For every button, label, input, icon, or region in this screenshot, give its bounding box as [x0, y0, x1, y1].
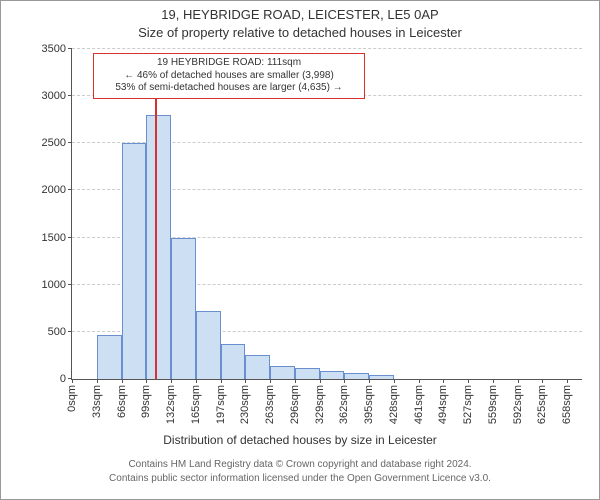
bar — [369, 375, 394, 379]
x-tick-label: 592sqm — [512, 385, 524, 424]
x-tick-label: 165sqm — [190, 385, 202, 424]
title-secondary: Size of property relative to detached ho… — [1, 25, 599, 40]
x-tick-mark — [146, 379, 147, 383]
bar — [97, 335, 122, 379]
x-tick-mark — [493, 379, 494, 383]
x-tick-label: 99sqm — [140, 385, 152, 418]
x-tick-mark — [369, 379, 370, 383]
marker-line — [155, 59, 157, 379]
x-tick-label: 230sqm — [239, 385, 251, 424]
plot-area: 0500100015002000250030003500 0sqm33sqm66… — [71, 49, 582, 380]
x-tick-label: 559sqm — [487, 385, 499, 424]
x-tick-label: 428sqm — [388, 385, 400, 424]
x-tick-mark — [97, 379, 98, 383]
bar — [171, 238, 196, 379]
x-tick-label: 625sqm — [536, 385, 548, 424]
x-tick-mark — [344, 379, 345, 383]
annotation-box: 19 HEYBRIDGE ROAD: 111sqm ← 46% of detac… — [93, 53, 365, 99]
x-tick-label: 132sqm — [165, 385, 177, 424]
y-tick-label: 500 — [48, 326, 72, 338]
figure: 19, HEYBRIDGE ROAD, LEICESTER, LE5 0AP S… — [0, 0, 600, 500]
y-tick-label: 0 — [60, 373, 72, 385]
x-tick-mark — [419, 379, 420, 383]
x-tick-label: 33sqm — [91, 385, 103, 418]
bar — [320, 371, 345, 379]
y-tick-label: 1000 — [42, 279, 72, 291]
bar — [196, 311, 221, 379]
x-tick-label: 296sqm — [289, 385, 301, 424]
bar — [270, 366, 295, 379]
x-tick-label: 527sqm — [462, 385, 474, 424]
bar — [122, 143, 147, 379]
x-tick-mark — [468, 379, 469, 383]
x-tick-mark — [542, 379, 543, 383]
x-tick-label: 494sqm — [437, 385, 449, 424]
attribution-line-2: Contains public sector information licen… — [1, 473, 599, 484]
x-tick-mark — [122, 379, 123, 383]
x-tick-label: 658sqm — [561, 385, 573, 424]
x-tick-mark — [394, 379, 395, 383]
x-tick-label: 66sqm — [116, 385, 128, 418]
x-tick-mark — [221, 379, 222, 383]
x-tick-label: 263sqm — [264, 385, 276, 424]
y-tick-label: 3000 — [42, 90, 72, 102]
bar — [295, 368, 320, 379]
x-tick-label: 362sqm — [338, 385, 350, 424]
x-tick-mark — [72, 379, 73, 383]
x-tick-label: 461sqm — [413, 385, 425, 424]
y-tick-label: 1500 — [42, 232, 72, 244]
x-tick-mark — [567, 379, 568, 383]
x-axis-label: Distribution of detached houses by size … — [1, 433, 599, 447]
annotation-line-1: ← 46% of detached houses are smaller (3,… — [97, 70, 361, 83]
x-tick-mark — [196, 379, 197, 383]
x-tick-mark — [320, 379, 321, 383]
x-tick-label: 329sqm — [314, 385, 326, 424]
x-tick-label: 395sqm — [363, 385, 375, 424]
y-tick-label: 3500 — [42, 43, 72, 55]
annotation-line-0: 19 HEYBRIDGE ROAD: 111sqm — [97, 57, 361, 70]
bar — [221, 344, 246, 379]
bar — [146, 115, 171, 379]
y-tick-label: 2000 — [42, 184, 72, 196]
x-tick-mark — [518, 379, 519, 383]
title-primary: 19, HEYBRIDGE ROAD, LEICESTER, LE5 0AP — [1, 7, 599, 22]
annotation-line-2: 53% of semi-detached houses are larger (… — [97, 82, 361, 95]
bar — [245, 355, 270, 380]
x-tick-mark — [270, 379, 271, 383]
x-tick-mark — [295, 379, 296, 383]
x-tick-label: 197sqm — [215, 385, 227, 424]
x-tick-mark — [443, 379, 444, 383]
y-tick-label: 2500 — [42, 137, 72, 149]
x-tick-mark — [171, 379, 172, 383]
bar — [344, 373, 369, 379]
grid-line — [72, 48, 582, 49]
x-tick-mark — [245, 379, 246, 383]
x-tick-label: 0sqm — [66, 385, 78, 412]
attribution-line-1: Contains HM Land Registry data © Crown c… — [1, 459, 599, 470]
